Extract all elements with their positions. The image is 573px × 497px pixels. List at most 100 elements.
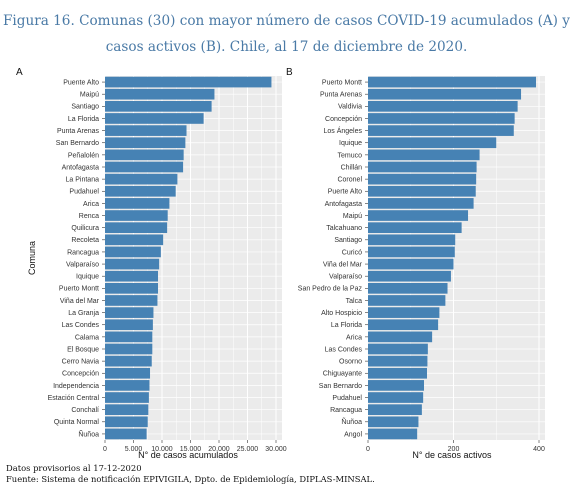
panel-b-bar (368, 270, 451, 282)
panel-a-bar (105, 185, 176, 197)
panel-b-category-label: Las Condes (325, 346, 363, 353)
panel-b-bar (368, 113, 515, 124)
panel-b-bar (368, 149, 480, 161)
panel-a-bar (105, 295, 158, 306)
panel-a-bar (105, 100, 212, 112)
panel-a-bar (105, 198, 170, 209)
figure-title-line-1: Figura 16. Comunas (30) con mayor número… (3, 13, 570, 29)
panel-b-category-label: Chillán (341, 164, 363, 171)
panel-b-bar (368, 380, 425, 391)
panel-b-bar (368, 234, 456, 246)
panel-a-bar (105, 173, 178, 185)
panel-a-category-label: Concepción (62, 371, 99, 378)
panel-b-category-label: Valparaíso (329, 274, 362, 281)
panel-a-category-label: La Pintana (66, 177, 100, 184)
panel-b-bar (368, 331, 433, 343)
panel-b-category-label: Puerte Alto (328, 189, 362, 196)
panel-a-bar (105, 404, 149, 416)
panel-a-bar (105, 76, 272, 88)
panel-a-category-label: Santiago (71, 104, 99, 111)
panel-a-bar (105, 210, 168, 221)
panel-a-x-tick-label: 20.000 (208, 446, 230, 453)
panel-b-category-label: Punta Arenas (320, 92, 363, 99)
panel-a-category-label: Puerto Montt (59, 286, 99, 293)
panel-a-bar (105, 222, 168, 234)
panel-a-bar (105, 125, 187, 136)
panel-a-x-tick-label: 15.000 (180, 446, 202, 453)
panel-a-category-label: Renca (79, 213, 99, 220)
figure-title-line-2: casos activos (B). Chile, al 17 de dicie… (105, 39, 468, 55)
panel-a-bar (105, 113, 204, 124)
panel-b-x-tick-label: 400 (533, 446, 545, 453)
panel-a-y-axis-title: Comuna (27, 241, 37, 275)
panel-b-bar (368, 282, 448, 294)
panel-a-category-label: La Granja (68, 310, 99, 317)
panel-a-category-label: Cerro Navia (62, 359, 99, 366)
panel-b-bar (368, 319, 439, 331)
panel-b-bar (368, 404, 422, 416)
panel-a-category-label: Puente Alto (63, 79, 99, 86)
panel-b-bar (368, 161, 477, 173)
panel-b-bar (368, 258, 454, 270)
panel-a-category-label: Iquique (76, 274, 99, 281)
panel-a-x-tick-label: 25.000 (237, 446, 259, 453)
panel-a-category-label: Calama (75, 334, 99, 341)
panel-a-bar (105, 331, 153, 343)
panel-a-bar (105, 428, 147, 440)
panel-a-bar (105, 355, 152, 367)
panel-b-category-label: Alto Hospicio (321, 310, 362, 317)
panel-b-category-label: Pudahuel (332, 395, 362, 402)
panel-a-bar (105, 343, 153, 355)
panel-b-chart: Puerto Montt Punta Arenas Valdivia Concepci… (286, 67, 545, 460)
panel-a-bar (105, 319, 153, 331)
panel-b-category-label: Los Ángeles (323, 126, 362, 135)
panel-b-category-label: Talca (346, 298, 362, 305)
panel-b-category-label: Coronel (337, 177, 362, 184)
panel-a-category-label: Quinta Normal (54, 419, 100, 426)
panel-a-bar (105, 380, 150, 391)
panel-b-category-label: Antofagasta (325, 201, 362, 208)
panel-b-category-label: Viña del Mar (323, 261, 363, 268)
panel-b-category-label: Rancagua (330, 407, 362, 414)
panel-b-bar (368, 88, 522, 100)
panel-a-category-label: El Bosque (67, 346, 99, 353)
panel-b-category-label: Curicó (342, 249, 362, 256)
panel-a-category-label: Quilicura (71, 225, 99, 232)
panel-b-bar (368, 355, 428, 367)
panel-a-bar (105, 137, 186, 149)
panel-b-category-label: Santiago (334, 237, 362, 244)
panel-a-x-tick-label: 30.000 (265, 446, 287, 453)
panel-a-bar (105, 392, 149, 403)
panel-a-category-label: Estación Central (48, 395, 100, 402)
panel-b-bar (368, 198, 474, 209)
panel-b-category-label: La Florida (331, 322, 362, 329)
panel-a-x-tick-label: 0 (103, 446, 107, 453)
panel-b-category-label: San Bernardo (319, 383, 362, 390)
panel-b-bar (368, 416, 419, 428)
panel-b-category-label: Arica (346, 334, 362, 341)
panel-b-bar (368, 295, 446, 306)
panel-a-bar (105, 416, 148, 428)
panel-b-category-label: Angol (344, 431, 362, 438)
panel-b-category-label: Osorno (339, 359, 362, 366)
panel-b-bar (368, 392, 424, 403)
panel-b-bar (368, 307, 440, 318)
figure-footer: Datos provisorios al 17-12-2020 Fuente: … (6, 463, 375, 485)
panel-b-category-label: San Pedro de la Paz (298, 286, 363, 293)
panel-a-category-label: La Florida (68, 116, 99, 123)
panel-a-category-label: Conchalí (71, 407, 99, 414)
panel-b-bar (368, 210, 469, 221)
panel-a-category-label: Ñuñoa (78, 429, 99, 438)
panel-a-bar (105, 258, 160, 270)
panel-b-x-axis-title: N° de casos activos (412, 450, 492, 460)
panel-b-category-label: Talcahuano (326, 225, 362, 232)
panel-b-bar (368, 222, 462, 234)
panel-a-bar (105, 161, 184, 173)
panel-a-chart: Puente Alto Maipú Santiago La Florida Punta … (16, 67, 287, 460)
panel-b-category-label: Valdivia (338, 104, 362, 111)
panel-a-category-label: Arica (83, 201, 99, 208)
panel-a-category-label: Valparaíso (66, 261, 99, 268)
panel-b-bar (368, 428, 418, 440)
panel-a-bar (105, 367, 151, 379)
